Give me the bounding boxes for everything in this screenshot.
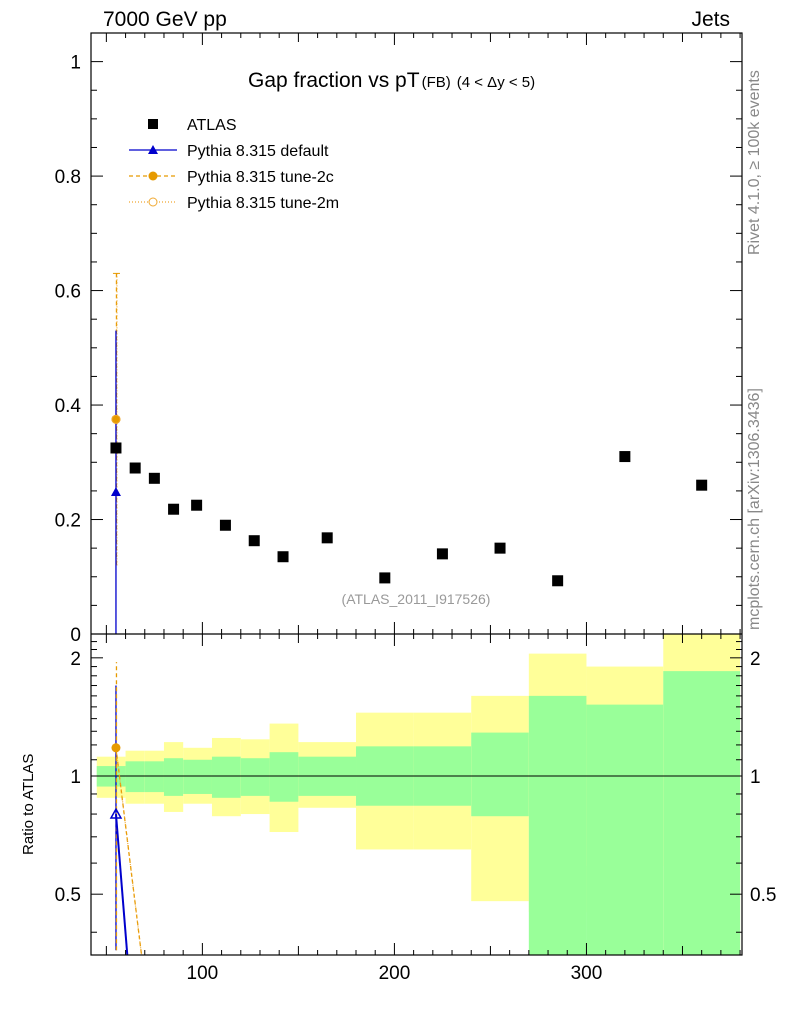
ratio-y-tick-label-right: 1 — [750, 767, 761, 788]
axes: 100 200 300 0 0.2 0.4 0.6 0.8 1 0.5 0.5 1 1 2 2 — [55, 32, 776, 984]
legend-atlas-marker — [148, 119, 158, 129]
ratio-inner-band — [144, 761, 164, 793]
header-process-label: Jets — [691, 8, 730, 31]
ratio-inner-band — [269, 752, 299, 802]
ratio-y-tick-label-right: 0.5 — [750, 885, 776, 906]
atlas-data-point — [168, 503, 180, 515]
legend-label: Pythia 8.315 tune-2c — [187, 169, 334, 186]
atlas-data-point — [379, 572, 391, 584]
ratio-inner-band — [240, 758, 270, 796]
atlas-data-point — [248, 535, 260, 547]
ratio-inner-band — [163, 758, 184, 796]
main-plot-marks — [110, 272, 708, 634]
ratio-inner-band — [586, 704, 664, 955]
analysis-id: (ATLAS_2011_I917526) — [342, 591, 491, 607]
legend: ATLAS Pythia 8.315 default Pythia 8.315 tu… — [129, 117, 339, 212]
ratio-inner-band — [183, 759, 212, 794]
atlas-data-point — [191, 499, 203, 511]
y-tick-label: 0.4 — [55, 396, 82, 417]
atlas-data-point — [436, 548, 448, 560]
tune2m-point — [111, 414, 121, 424]
ratio-tune2m-line — [115, 747, 143, 955]
atlas-data-point — [277, 551, 289, 563]
chart-title-main: Gap fraction vs pT — [248, 69, 420, 92]
ratio-inner-band — [528, 695, 587, 955]
header-energy-label: 7000 GeV pp — [103, 8, 227, 31]
chart-title-sub: (FB) — [422, 74, 451, 91]
legend-label: Pythia 8.315 tune-2m — [187, 195, 339, 212]
atlas-data-point — [494, 542, 506, 554]
y-tick-label: 0.2 — [55, 511, 81, 532]
ratio-uncertainty-bands — [91, 634, 742, 955]
atlas-data-point — [552, 575, 564, 587]
atlas-data-point — [110, 442, 122, 454]
atlas-data-point — [219, 519, 231, 531]
legend-label: ATLAS — [187, 117, 237, 134]
default-point — [110, 487, 121, 497]
ratio-y-tick-label-right: 2 — [750, 649, 761, 670]
x-tick-label: 100 — [187, 963, 219, 984]
ratio-tune2c-line — [115, 747, 143, 955]
ratio-inner-band — [471, 732, 529, 817]
ratio-default-point — [109, 807, 123, 819]
atlas-data-point — [619, 451, 631, 463]
ratio-inner-band — [125, 761, 145, 793]
ratio-default-line — [114, 813, 129, 955]
plot-frame — [90, 32, 743, 956]
ratio-y-tick-label: 0.5 — [55, 885, 81, 906]
ratio-tune2c-point — [111, 743, 121, 753]
y-tick-label: 1 — [70, 53, 81, 74]
atlas-data-point — [696, 479, 708, 491]
ratio-inner-band — [663, 671, 741, 955]
chart-title-range: (4 < Δy < 5) — [457, 74, 535, 91]
ratio-y-tick-label: 2 — [70, 649, 81, 670]
legend-default-marker — [148, 145, 158, 154]
y-tick-label: 0.6 — [55, 282, 81, 303]
atlas-data-point — [129, 462, 141, 474]
y-tick-label: 0.8 — [55, 167, 81, 188]
y-tick-label: 0 — [70, 625, 81, 646]
legend-label: Pythia 8.315 default — [187, 143, 329, 160]
ratio-y-tick-label: 1 — [70, 767, 81, 788]
chart-title: Gap fraction vs pT (FB) (4 < Δy < 5) — [248, 69, 535, 92]
x-tick-label: 300 — [571, 963, 603, 984]
atlas-data-point — [148, 472, 160, 484]
x-tick-label: 200 — [379, 963, 411, 984]
ratio-mc-lines — [109, 662, 143, 955]
legend-tune2m-marker — [148, 197, 158, 207]
legend-tune2c-marker — [148, 171, 158, 181]
atlas-data-point — [321, 532, 333, 544]
tune2c-point — [111, 414, 121, 424]
ratio-inner-band — [211, 756, 241, 798]
